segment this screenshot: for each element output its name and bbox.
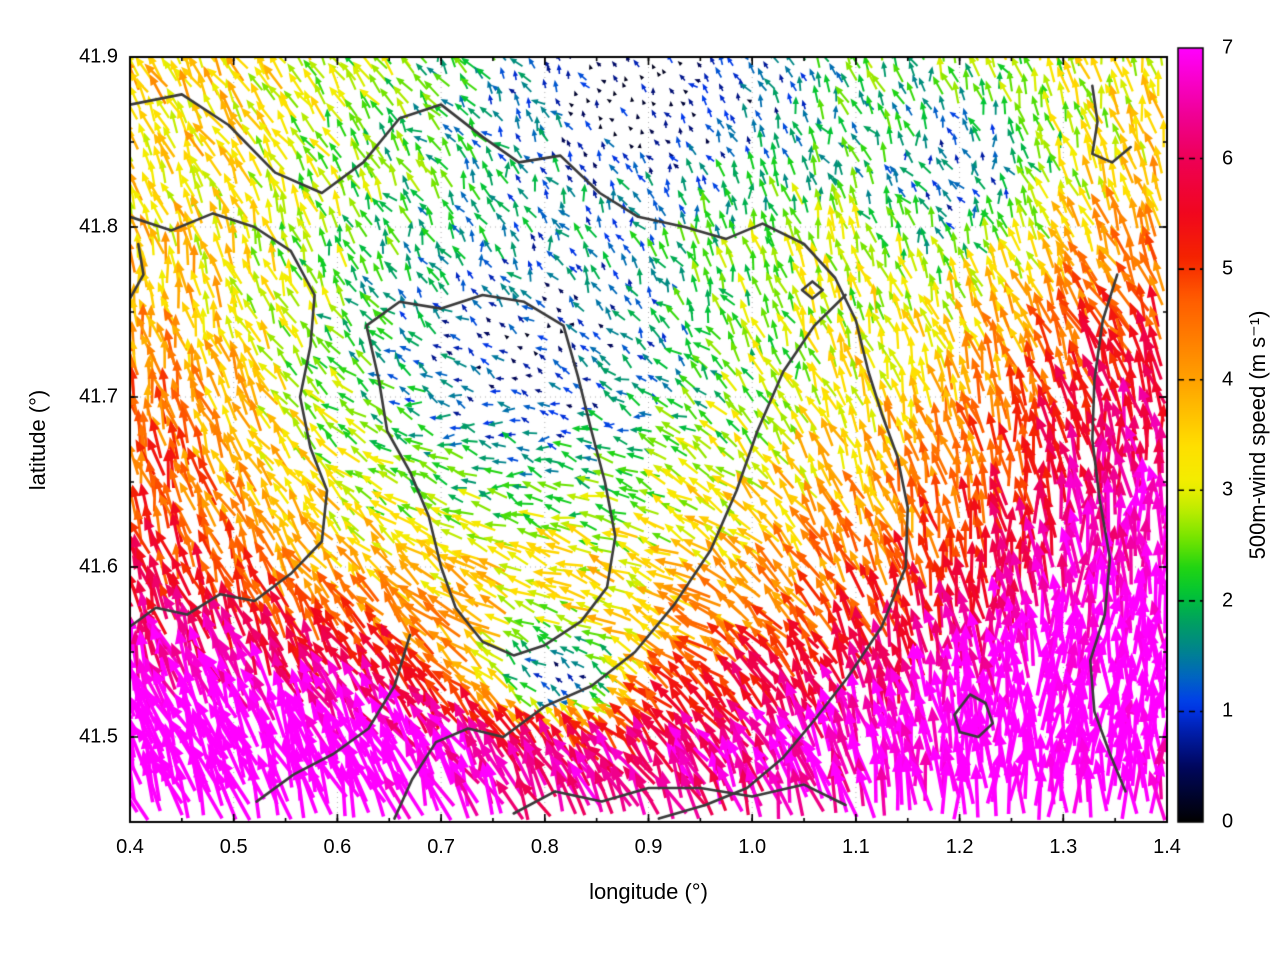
x-tick-label: 0.8 [530,836,559,858]
x-tick-label: 1.1 [841,836,870,858]
colorbar-title: 500m-wind speed (m s⁻¹) [1245,310,1270,560]
x-tick-label: 0.6 [323,836,352,858]
x-tick-label: 1.3 [1049,836,1078,858]
x-tick-label: 0.7 [427,836,455,858]
y-tick-label: 41.9 [79,45,118,68]
colorbar-tick-label: 4 [1222,368,1234,391]
x-tick-label: 1.2 [945,836,974,858]
x-axis-title: longitude (°) [589,879,708,904]
colorbar-tick-label: 6 [1222,147,1234,170]
colorbar-tick-label: 3 [1222,478,1234,501]
x-tick-label: 1.4 [1153,836,1181,858]
x-tick-label: 0.5 [219,836,248,858]
colorbar-tick-label: 7 [1222,36,1234,59]
y-tick-label: 41.6 [79,555,118,578]
y-tick-label: 41.7 [79,385,118,408]
x-tick-label: 0.4 [116,836,144,858]
colorbar-tick-label: 2 [1222,589,1234,612]
y-tick-label: 41.5 [79,725,118,748]
colorbar-tick-label: 5 [1222,257,1234,280]
x-tick-label: 0.9 [634,836,663,858]
colorbar-tick-label: 1 [1222,699,1234,722]
y-axis-title: latitude (°) [25,389,50,490]
colorbar-tick-label: 0 [1222,810,1234,833]
y-tick-label: 41.8 [79,215,118,238]
x-tick-label: 1.0 [738,836,767,858]
